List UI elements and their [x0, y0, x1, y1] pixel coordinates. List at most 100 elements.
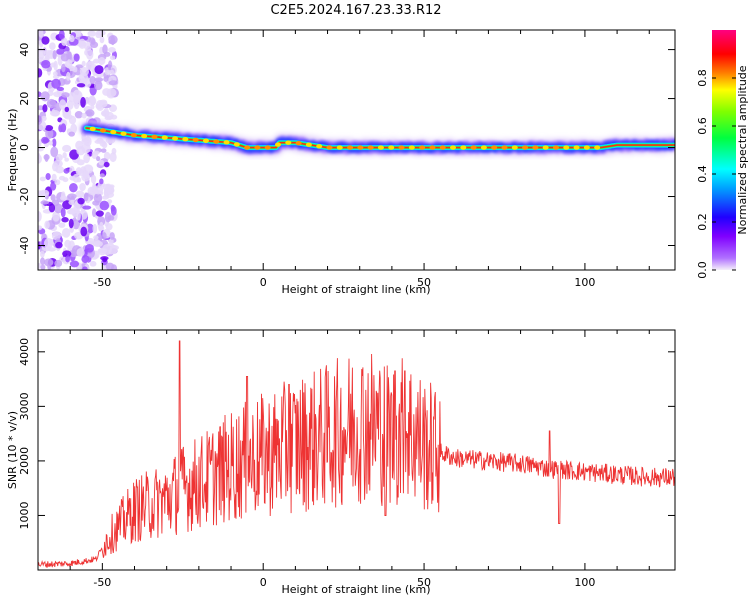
noise-blob	[101, 141, 108, 149]
snr-frame	[37, 329, 676, 571]
noise-blob	[64, 157, 70, 162]
colorbar-tick-label: 0.2	[696, 213, 709, 231]
noise-blob	[68, 209, 75, 215]
noise-blob	[61, 37, 68, 46]
ridge-hotspot	[511, 145, 518, 150]
ridge-hotspot	[377, 145, 384, 150]
noise-blob	[100, 148, 107, 153]
noise-blob	[74, 111, 83, 119]
noise-blob	[46, 98, 57, 109]
noise-blob	[42, 104, 48, 113]
noise-blob	[99, 36, 105, 44]
noise-blob	[61, 217, 69, 223]
spectrogram-y-tick-label: 20	[18, 92, 31, 106]
noise-blob	[77, 197, 85, 205]
noise-blob	[41, 115, 47, 122]
noise-blob	[63, 168, 70, 174]
spectrogram-y-tick-label: 0	[18, 144, 31, 151]
snr-x-tick-label: 50	[417, 576, 431, 589]
noise-blob	[72, 89, 82, 101]
noise-blob	[99, 178, 104, 185]
noise-blob	[38, 154, 42, 164]
ridge-hotspot	[388, 145, 395, 150]
ridge-hotspot	[552, 145, 559, 150]
colorbar-gradient	[712, 30, 736, 270]
noise-blob	[92, 208, 97, 218]
noise-blob	[108, 39, 116, 45]
noise-blob	[96, 137, 104, 144]
noise-blob	[53, 159, 63, 168]
spectrogram-x-tick-label: 50	[417, 276, 431, 289]
ridge-hotspot	[439, 145, 446, 150]
noise-blob	[93, 193, 103, 203]
noise-blob	[81, 138, 91, 145]
noise-blob	[109, 244, 118, 255]
noise-blob	[58, 30, 65, 40]
spectrogram-x-axis-title: Height of straight line (km)	[281, 283, 430, 296]
noise-blob	[99, 200, 110, 211]
noise-blob	[81, 60, 86, 67]
noise-blob	[40, 264, 46, 270]
ridge-hotspot	[233, 142, 240, 147]
noise-blob	[52, 138, 57, 148]
noise-blob	[60, 207, 66, 218]
noise-blob	[94, 77, 104, 82]
ridge-hotspot	[357, 145, 364, 150]
snr-x-tick-label: -50	[93, 576, 111, 589]
ridge-hotspot	[594, 145, 601, 150]
noise-blob	[51, 78, 61, 89]
noise-blob	[99, 173, 105, 178]
ridge-hotspot	[99, 128, 106, 133]
noise-blob	[41, 36, 50, 45]
noise-blob	[58, 175, 66, 181]
noise-blob	[76, 177, 82, 183]
figure-title: C2E5.2024.167.23.33.R12	[270, 3, 441, 18]
ridge-hotspot	[316, 144, 323, 149]
ridge-hotspot	[573, 145, 580, 150]
noise-blob	[76, 83, 86, 88]
ridge-hotspot	[244, 145, 251, 150]
noise-blob	[105, 185, 113, 193]
noise-blob	[103, 161, 110, 168]
noise-blob	[38, 115, 43, 125]
noise-blob	[50, 146, 59, 158]
noise-blob	[89, 75, 96, 84]
ridge-hotspot	[213, 139, 220, 144]
noise-blob	[40, 250, 45, 258]
noise-blob	[75, 190, 85, 198]
noise-blob	[84, 41, 93, 52]
noise-blob	[40, 257, 45, 266]
noise-blob	[62, 152, 67, 159]
noise-blob	[52, 71, 58, 77]
noise-blob	[93, 185, 104, 195]
noise-blob	[44, 220, 50, 229]
noise-blob	[82, 266, 88, 270]
ridge-hotspot	[522, 145, 529, 150]
noise-blob	[68, 115, 77, 125]
ridge-hotspot	[542, 145, 549, 150]
ridge-hotspot	[254, 145, 261, 150]
noise-blob	[102, 232, 107, 240]
noise-blob	[65, 59, 73, 69]
noise-blob	[109, 152, 117, 163]
noise-blob	[109, 55, 116, 61]
ridge-hotspot	[172, 136, 179, 141]
ridge-hotspot	[110, 129, 117, 135]
noise-blob	[42, 138, 50, 143]
noise-blob	[80, 96, 86, 108]
ridge-hotspot	[367, 145, 374, 150]
noise-blob	[87, 30, 97, 37]
ridge-hotspot	[223, 140, 230, 145]
snr-x-tick-label: 100	[574, 576, 595, 589]
noise-blob	[109, 232, 115, 240]
noise-blob	[84, 244, 94, 253]
noise-blob	[93, 58, 100, 64]
noise-blob	[55, 153, 63, 162]
noise-blob	[90, 104, 95, 110]
noise-blob	[82, 205, 92, 210]
noise-blob	[108, 46, 116, 53]
noise-blob	[89, 260, 97, 267]
noise-blob	[68, 218, 74, 229]
snr-panel: -50 0 50 100 1000 2000 3000 4000 Height of stra…	[6, 329, 676, 596]
noise-blob	[90, 41, 99, 49]
